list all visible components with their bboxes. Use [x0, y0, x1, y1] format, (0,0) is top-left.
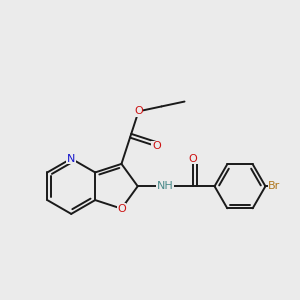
Text: NH: NH	[157, 181, 174, 191]
Text: O: O	[152, 141, 161, 151]
Text: O: O	[117, 204, 126, 214]
Text: N: N	[67, 154, 75, 164]
Text: O: O	[134, 106, 143, 116]
Text: O: O	[189, 154, 197, 164]
Text: Br: Br	[268, 181, 280, 191]
